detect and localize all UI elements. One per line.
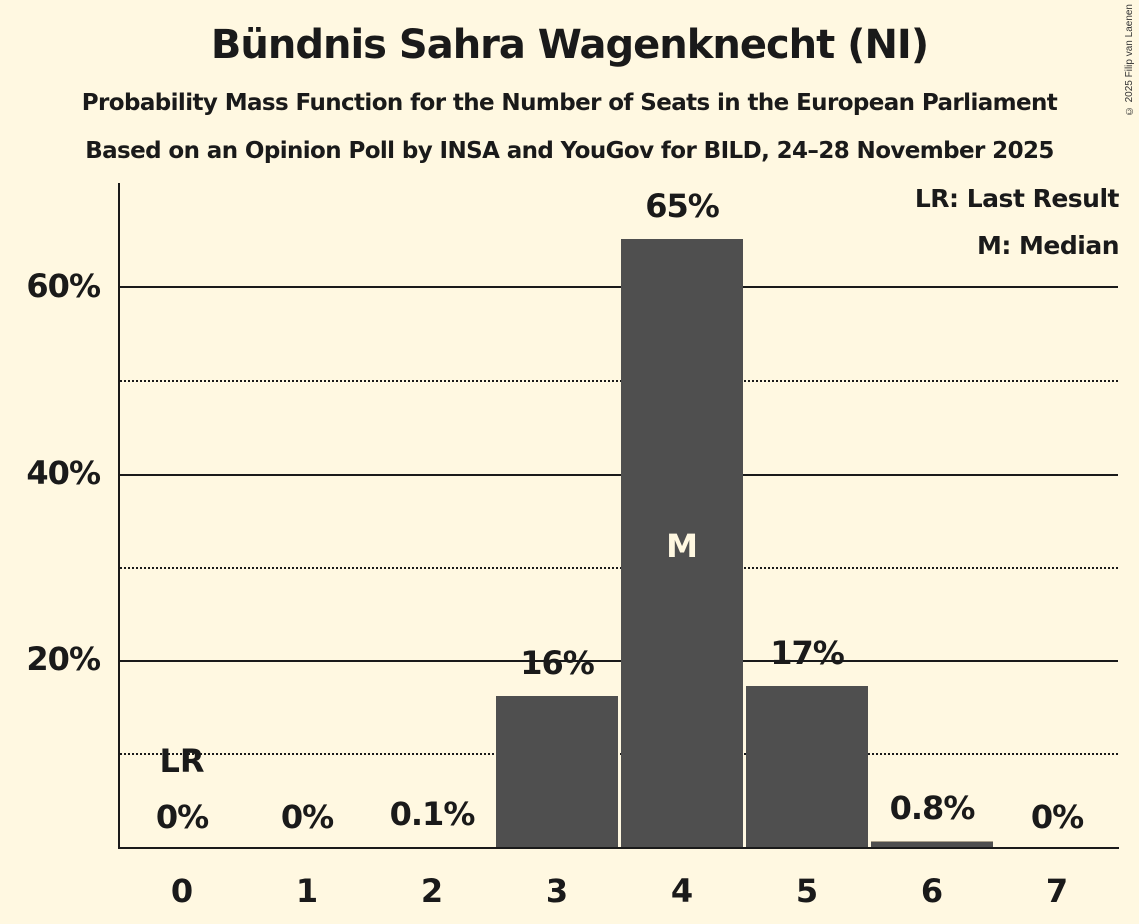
gridline-50 (120, 380, 1118, 382)
x-axis (118, 847, 1119, 849)
median-marker: M (666, 527, 698, 565)
chart-title: Bündnis Sahra Wagenknecht (NI) (210, 22, 929, 68)
bar-3-seats (496, 696, 618, 848)
bar-4-seats (621, 239, 743, 848)
x-tick-0: 0 (170, 872, 194, 910)
y-axis (118, 183, 120, 849)
gridline-10 (120, 753, 1118, 755)
gridline-20 (120, 660, 1118, 662)
value-label-4: 65% (645, 187, 720, 225)
value-label-6: 0.8% (889, 789, 976, 827)
value-label-7: 0% (1030, 798, 1084, 836)
value-label-1: 0% (280, 798, 334, 836)
value-label-0: 0% (155, 798, 209, 836)
y-tick-20: 20% (26, 640, 101, 678)
copyright-notice: © 2025 Filip van Laenen (1124, 4, 1135, 117)
legend-median: M: Median (976, 231, 1120, 260)
x-tick-3: 3 (545, 872, 569, 910)
value-label-3: 16% (520, 644, 595, 682)
chart-source: Based on an Opinion Poll by INSA and You… (85, 138, 1054, 164)
x-tick-4: 4 (670, 872, 694, 910)
x-tick-2: 2 (420, 872, 444, 910)
bar-6-seats (871, 841, 993, 848)
chart-subtitle: Probability Mass Function for the Number… (81, 90, 1058, 116)
bar-5-seats (746, 686, 868, 848)
gridline-40 (120, 474, 1118, 476)
gridline-30 (120, 567, 1118, 569)
x-tick-7: 7 (1045, 872, 1069, 910)
y-tick-60: 60% (26, 267, 101, 305)
last-result-marker: LR (159, 742, 205, 780)
y-tick-40: 40% (26, 454, 101, 492)
value-label-2: 0.1% (389, 795, 476, 833)
gridline-60 (120, 286, 1118, 288)
x-tick-1: 1 (295, 872, 319, 910)
x-tick-5: 5 (795, 872, 819, 910)
value-label-5: 17% (770, 634, 845, 672)
x-tick-6: 6 (920, 872, 944, 910)
legend-last-result: LR: Last Result (914, 184, 1120, 213)
